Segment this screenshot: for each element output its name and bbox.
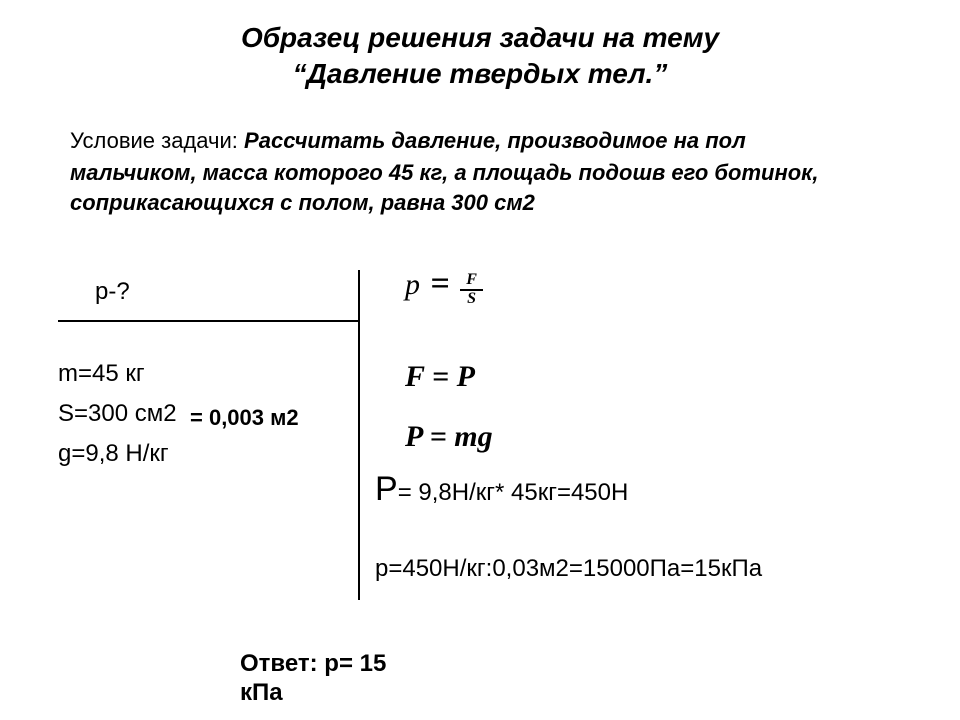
formula-force-equals-weight: F = P: [405, 360, 475, 394]
title-line-1: Образец решения задачи на тему: [241, 22, 719, 53]
equals-sign: =: [424, 265, 455, 302]
slide-title: Образец решения задачи на тему “Давление…: [0, 20, 960, 93]
problem-statement-first: Рассчитать давление, производимое на пол: [244, 128, 746, 153]
formula-pressure: p = F S: [405, 265, 483, 308]
problem-statement-rest: мальчиком, масса которого 45 кг, а площа…: [70, 158, 900, 217]
given-mass: m=45 кг: [58, 360, 145, 388]
unknown-variable: p-?: [95, 278, 130, 306]
fraction-denominator: S: [460, 291, 483, 308]
problem-label: Условие задачи: Рассчитать давление, про…: [70, 128, 746, 154]
formula-weight-equals-mg: P = mg: [405, 420, 493, 454]
final-answer: Ответ: p= 15 кПа: [240, 650, 386, 708]
weight-symbol: P: [375, 470, 398, 508]
title-line-2: “Давление твердых тел.”: [293, 58, 668, 89]
given-gravity: g=9,8 Н/кг: [58, 440, 169, 468]
fraction-numerator: F: [460, 272, 483, 291]
physics-solution-slide: Образец решения задачи на тему “Давление…: [0, 0, 960, 720]
given-separator-line: [58, 320, 358, 322]
answer-line-1: Ответ: p= 15: [240, 650, 386, 677]
answer-line-2: кПа: [240, 679, 283, 706]
calculation-weight: P= 9,8Н/кг* 45кг=450Н: [375, 470, 628, 509]
solution-vertical-divider: [358, 270, 360, 600]
fraction-F-over-S: F S: [460, 272, 483, 308]
weight-computation: = 9,8Н/кг* 45кг=450Н: [398, 479, 629, 506]
area-conversion: = 0,003 м2: [190, 405, 299, 431]
formula-pressure-lhs: p: [405, 268, 420, 301]
given-area: S=300 см2: [58, 400, 177, 428]
calculation-pressure: p=450Н/кг:0,03м2=15000Па=15кПа: [375, 555, 762, 583]
